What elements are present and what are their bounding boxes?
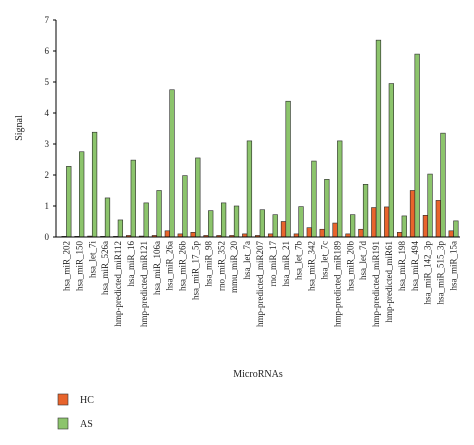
x-tick-label: hsa_miR_202 — [61, 241, 71, 291]
bar-as-2 — [91, 131, 98, 238]
y-ticks-group: 0 1 2 3 4 5 6 7 — [45, 15, 56, 242]
legend-swatch-as — [57, 417, 69, 430]
y-tick-label: 6 — [45, 46, 50, 56]
x-tick-label: hsa_let_7a — [242, 241, 252, 280]
bar-as-11 — [208, 210, 214, 238]
x-tick-label: rno_miR_17 — [268, 241, 278, 287]
bar-hc-29 — [435, 200, 441, 238]
x-tick-label: hmp-predicted_miR61 — [384, 241, 394, 322]
bar-as-9 — [182, 175, 188, 238]
legend: HC AS — [57, 393, 94, 430]
y-tick-label: 0 — [45, 232, 50, 242]
x-tick-label: hsa_miR_98 — [203, 241, 213, 287]
x-tick-label: hsa_miR_26b — [178, 241, 188, 292]
x-tick-label: hsa_miR_515_3p — [436, 241, 446, 305]
x-tick-label: hsa_miR_342 — [307, 241, 317, 291]
bar-as-13 — [233, 205, 240, 238]
y-tick-label: 5 — [45, 77, 50, 87]
x-tick-label: hmp-predicted_miR112 — [113, 241, 123, 327]
bar-as-0 — [66, 166, 72, 238]
bar-as-14 — [246, 140, 253, 238]
bar-hc-30 — [448, 230, 454, 238]
x-tick-label: hsa_miR_150 — [74, 241, 84, 292]
bar-as-18 — [298, 206, 304, 238]
x-tick-label: hsa_miR_526a — [100, 241, 110, 295]
x-tick-label: hsa_let_7d — [358, 241, 368, 280]
bar-as-16 — [272, 214, 278, 238]
bar-as-10 — [195, 157, 201, 238]
bar-as-4 — [117, 219, 124, 238]
bar-hc-17 — [280, 221, 287, 238]
x-tick-label: hmp-predicted_miR207 — [255, 241, 265, 327]
x-tick-label: hsa_miR_20b — [345, 241, 355, 292]
y-tick-label: 2 — [45, 170, 50, 180]
bar-as-12 — [220, 202, 227, 238]
x-tick-label: hsa_let_7c — [320, 241, 330, 280]
bar-as-19 — [311, 160, 317, 238]
x-tick-label: hsa_miR_17_5p — [190, 241, 200, 301]
bar-hc-21 — [332, 222, 338, 238]
bar-as-28 — [427, 173, 433, 238]
x-axis-title: MicroRNAs — [233, 369, 283, 380]
x-tick-label: hmp-predicted_miR189 — [332, 241, 342, 327]
bars-group — [61, 39, 459, 238]
bar-hc-27 — [409, 190, 416, 238]
bar-as-30 — [453, 220, 459, 238]
x-tick-label: hsa_miR_198 — [397, 241, 407, 292]
bar-as-1 — [79, 151, 85, 238]
x-tick-label: hsa_miR_26a — [165, 241, 175, 291]
bar-hc-20 — [319, 228, 325, 238]
bar-hc-10 — [190, 232, 196, 238]
bar-hc-24 — [371, 207, 377, 238]
x-tick-label: rno_miR_352 — [216, 241, 226, 291]
bar-as-17 — [285, 100, 291, 238]
y-tick-label: 3 — [45, 139, 50, 149]
legend-label-hc: HC — [80, 395, 94, 406]
bar-as-25 — [388, 83, 394, 238]
x-tick-label: mmu_miR_20 — [229, 241, 239, 294]
x-tick-label: hmp-predicted_miR121 — [139, 241, 149, 327]
bar-as-7 — [156, 190, 162, 238]
x-tick-label: hsa_miR_21 — [281, 241, 291, 287]
y-axis-title: Signal — [14, 115, 25, 141]
bar-as-23 — [362, 184, 369, 238]
bar-hc-28 — [422, 215, 429, 238]
bar-as-27 — [414, 53, 420, 238]
bar-hc-8 — [164, 230, 170, 238]
bar-as-29 — [440, 132, 446, 238]
x-tick-label: hsa_miR_106a — [152, 241, 162, 295]
bar-hc-26 — [396, 232, 403, 238]
bar-as-3 — [104, 197, 111, 238]
x-tick-label: hmp-predicted_miR191 — [371, 241, 381, 327]
bar-as-22 — [350, 214, 356, 238]
y-tick-label: 4 — [45, 108, 50, 118]
bar-as-8 — [169, 89, 175, 238]
y-tick-label: 1 — [45, 201, 50, 211]
x-tick-label: hsa_let_7i — [87, 241, 97, 278]
x-tick-label: hsa_miR_494 — [410, 241, 420, 292]
x-tick-labels-group: hsa_miR_202 hsa_miR_150 hsa_let_7i hsa_miR_… — [61, 241, 458, 327]
bar-as-24 — [375, 39, 382, 238]
bar-as-26 — [401, 215, 407, 238]
y-tick-label: 7 — [45, 15, 50, 25]
x-tick-label: hsa_let_7b — [294, 241, 304, 280]
bar-as-21 — [337, 140, 343, 238]
bar-hc-23 — [358, 228, 364, 238]
bar-hc-25 — [384, 206, 390, 238]
bar-as-5 — [130, 159, 136, 238]
bar-as-20 — [324, 179, 330, 238]
legend-swatch-hc — [57, 393, 69, 406]
axes-group — [55, 20, 460, 238]
x-tick-label: hsa_miR_16 — [126, 241, 136, 287]
legend-label-as: AS — [80, 419, 93, 430]
bar-as-6 — [143, 202, 149, 238]
x-tick-label: hsa_miR_15a — [449, 241, 459, 291]
x-tick-label: hsa_miR_142_3p — [423, 241, 433, 305]
bar-hc-19 — [306, 227, 312, 238]
bar-as-15 — [259, 209, 265, 238]
